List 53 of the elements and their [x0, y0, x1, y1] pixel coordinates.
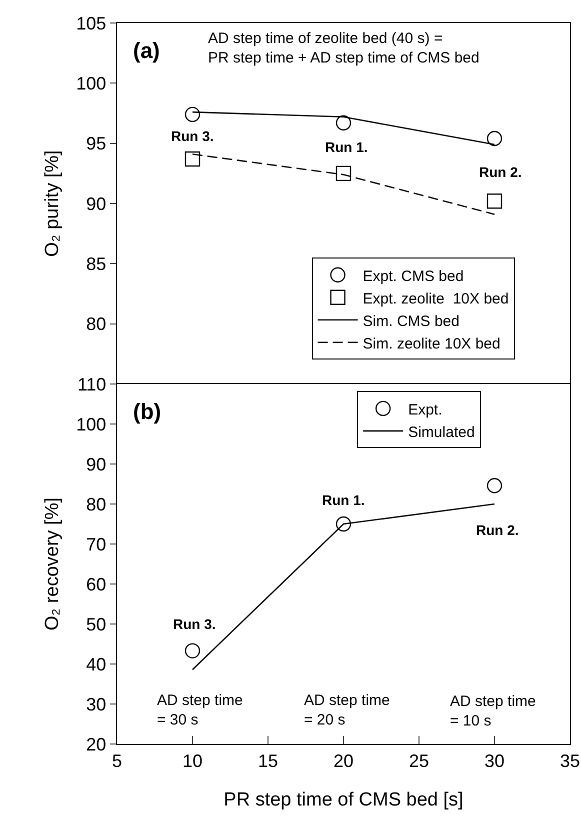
y-tick-label: 90 — [86, 194, 106, 214]
x-tick-label: 25 — [408, 750, 430, 771]
x-axis-title: PR step time of CMS bed [s] — [224, 790, 464, 810]
annotation: AD step time = 10 s — [450, 693, 536, 730]
point — [336, 115, 352, 130]
y-axis-title: O₂ purity [%] — [42, 150, 64, 257]
annotation: (b) — [133, 399, 162, 424]
point — [486, 193, 502, 209]
y-tick-label: 50 — [86, 614, 106, 634]
point — [184, 151, 200, 167]
legend-label: Sim. CMS bed — [362, 312, 460, 330]
annotation: Run 3. — [173, 616, 216, 632]
point — [486, 130, 502, 146]
y-tick-label: 85 — [86, 254, 106, 274]
annotation: AD step time of zeolite bed (40 s) = PR step time + AD step time of CMS bed — [208, 30, 480, 66]
y-tick-label: 30 — [86, 694, 106, 714]
annotation: Run 3. — [171, 128, 214, 144]
x-tick-label: 10 — [182, 750, 203, 771]
y-tick-label: 90 — [86, 454, 106, 474]
point — [184, 643, 200, 658]
y-tick-label: 100 — [76, 414, 106, 434]
annotation: AD step time = 20 s — [304, 692, 390, 728]
x-tick-label: 20 — [333, 750, 354, 771]
point — [336, 516, 352, 532]
y-tick-label: 60 — [86, 574, 106, 594]
annotation: Run 1. — [322, 492, 365, 508]
point — [184, 106, 200, 122]
y-tick-label: 95 — [86, 134, 106, 154]
y-tick-label: 70 — [86, 534, 106, 554]
point — [486, 478, 502, 494]
legend-label: Sim. zeolite 10X bed — [362, 335, 500, 352]
y-tick-label: 80 — [86, 494, 106, 514]
y-tick-label: 20 — [86, 734, 106, 754]
x-tick-label: 5 — [112, 750, 122, 771]
legend-label: Simulated — [408, 424, 475, 441]
legend-label: Expt. zeolite 10X bed — [362, 290, 509, 308]
legend-label: Expt. — [408, 401, 442, 418]
y-tick-label: 110 — [77, 374, 106, 394]
annotation: Run 1. — [325, 139, 368, 155]
x-tick-label: 15 — [258, 750, 278, 771]
y-axis-title: O₂ recovery [%] — [42, 497, 64, 631]
x-tick-label: 35 — [560, 750, 580, 771]
annotation: (a) — [133, 38, 160, 63]
y-tick-label: 80 — [86, 314, 106, 334]
legend-label: Expt. CMS bed — [362, 268, 464, 285]
y-tick-label: 100 — [76, 73, 106, 94]
annotation: Run 2. — [479, 164, 522, 180]
x-tick-label: 30 — [484, 750, 505, 771]
y-tick-label: 40 — [86, 654, 106, 674]
annotation: AD step time = 30 s — [157, 692, 243, 728]
y-tick-label: 105 — [76, 13, 106, 34]
annotation: Run 2. — [476, 522, 519, 538]
point — [336, 166, 352, 182]
